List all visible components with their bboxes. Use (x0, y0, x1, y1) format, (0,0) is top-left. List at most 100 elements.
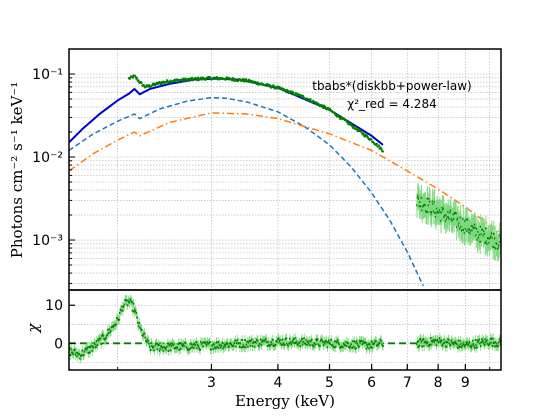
x-tick-label: 5 (325, 375, 334, 391)
residual-point (214, 347, 217, 350)
data-point (237, 79, 240, 82)
data-point (362, 132, 365, 135)
residual-point (130, 300, 134, 304)
residual-point (259, 338, 262, 341)
data-point (375, 142, 378, 145)
residual-point (221, 341, 224, 344)
data-point (142, 83, 145, 87)
data-point (324, 105, 327, 108)
residual-point (118, 318, 121, 321)
residual-gridlines (69, 290, 501, 370)
residual-point (234, 339, 237, 342)
spectrum-y-axis-label: Photons cm⁻² s⁻¹ keV⁻¹ (8, 82, 26, 258)
data-point (144, 85, 147, 89)
data-point (245, 78, 248, 81)
data-point (272, 84, 275, 87)
residual-point (115, 323, 118, 326)
data-point (484, 241, 487, 244)
residual-point (166, 342, 169, 345)
residual-point (370, 340, 373, 343)
data-point (381, 150, 385, 153)
residual-panel-frame (68, 289, 502, 371)
residual-point (456, 346, 460, 349)
residual-point (351, 346, 354, 350)
data-point (196, 76, 200, 79)
data-point (135, 77, 139, 80)
residual-y-axis-label: χ (24, 323, 42, 334)
residual-point (458, 345, 462, 349)
spectrum-y-tick-label: 10⁻² (32, 150, 63, 166)
residual-point (475, 346, 479, 349)
data-point (354, 125, 357, 128)
residual-point (421, 345, 424, 348)
data-point (268, 83, 271, 86)
chi2-annotation: χ²_red = 4.284 (347, 97, 436, 111)
x-tick-label: 3 (207, 375, 216, 391)
data-point (131, 76, 135, 79)
residual-point (157, 343, 161, 347)
residual-point (429, 337, 432, 340)
data-point (454, 212, 458, 215)
data-point (377, 144, 381, 147)
residual-point (208, 340, 211, 344)
residual-point (357, 345, 361, 348)
residual-point (149, 348, 152, 352)
spectrum-gridlines (69, 48, 501, 290)
residual-point (283, 343, 286, 347)
residual-point (195, 341, 198, 344)
residual-point (310, 338, 313, 341)
residual-point (155, 342, 158, 345)
residual-y-tick-label: 0 (54, 336, 63, 352)
diskbb-curve (69, 96, 424, 287)
spectrum-y-tick-label: 10⁻¹ (32, 67, 63, 83)
residual-point (364, 341, 367, 344)
spectrum-y-tick-label: 10⁻³ (32, 233, 63, 249)
residual-point (250, 338, 253, 341)
residual-point (131, 309, 134, 312)
data-point (285, 91, 288, 94)
residual-point (106, 334, 109, 337)
data-point (302, 95, 305, 98)
data-point (492, 232, 495, 235)
data-point (140, 81, 143, 84)
data-point (322, 106, 325, 110)
data-point (352, 125, 355, 128)
residual-point (132, 302, 135, 305)
data-point (326, 106, 330, 109)
residual-point (69, 353, 72, 357)
residual-point (483, 343, 486, 346)
residual-point (418, 344, 421, 347)
residual-point (94, 346, 98, 349)
data-point (185, 79, 188, 83)
data-point (241, 77, 244, 81)
residual-point (271, 338, 274, 341)
data-point (256, 81, 259, 84)
residual-point (243, 339, 247, 342)
residual-point (240, 338, 244, 342)
data-point (426, 197, 429, 200)
data-point (137, 79, 140, 82)
residual-point (140, 328, 143, 331)
residual-point (96, 344, 99, 347)
data-point (147, 83, 151, 87)
x-tick-label: 6 (367, 375, 376, 391)
data-point (292, 91, 295, 94)
power-law-curve (69, 112, 501, 235)
data-point (380, 148, 383, 151)
residual-point (422, 337, 425, 341)
data-point (350, 123, 353, 126)
residual-point (354, 347, 358, 350)
residual-point (100, 342, 103, 346)
x-tick-label: 8 (434, 375, 443, 391)
data-point (333, 111, 336, 114)
model-annotation: tbabs*(diskbb+power-law) (312, 79, 472, 93)
data-point (370, 138, 373, 141)
residual-point (381, 344, 385, 348)
data-point (309, 98, 312, 101)
x-tick-label: 4 (273, 375, 282, 391)
residual-point (491, 344, 494, 347)
x-axis-label: Energy (keV) (235, 392, 335, 410)
residual-point (199, 348, 202, 351)
residual-point (473, 346, 477, 350)
residual-y-tick-label: 10 (45, 298, 63, 314)
